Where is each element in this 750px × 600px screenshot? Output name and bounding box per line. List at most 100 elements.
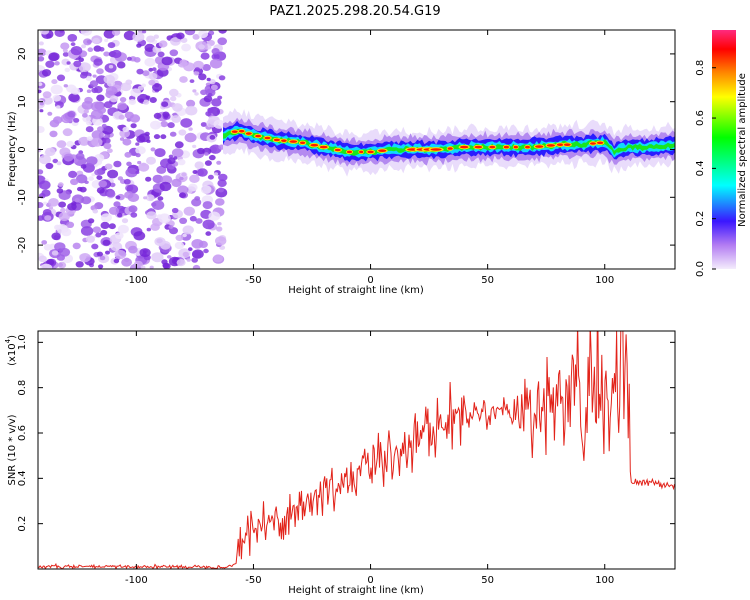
noise-blob <box>152 174 164 184</box>
noise-blob <box>126 161 132 167</box>
noise-blob <box>60 207 66 213</box>
noise-blob <box>130 212 138 218</box>
noise-blob <box>72 242 81 250</box>
noise-blob <box>41 69 52 77</box>
noise-blob <box>124 151 132 158</box>
noise-blob <box>194 196 201 201</box>
snr-multiplier: (x104) <box>4 335 18 366</box>
noise-blob <box>83 109 90 114</box>
noise-blob <box>207 174 214 180</box>
snr-xtick-label: 100 <box>595 575 614 586</box>
noise-blob <box>158 40 168 48</box>
noise-blob <box>43 201 48 205</box>
noise-blob <box>170 37 181 46</box>
noise-blob <box>195 218 203 224</box>
noise-blob <box>217 187 224 193</box>
noise-blob <box>88 176 94 181</box>
noise-blob <box>38 202 44 208</box>
noise-blob <box>56 224 68 234</box>
noise-blob <box>98 264 104 269</box>
noise-blob <box>70 46 83 56</box>
noise-blob <box>86 89 92 93</box>
noise-blob <box>85 75 92 81</box>
noise-blob <box>87 47 94 52</box>
colorbar-tick-label: 0.4 <box>695 160 706 176</box>
noise-blob <box>157 196 164 201</box>
snr-xlabel: Height of straight line (km) <box>288 585 424 596</box>
noise-blob <box>138 162 150 172</box>
noise-blob <box>80 72 88 79</box>
noise-blob <box>82 113 88 118</box>
noise-blob <box>175 234 184 241</box>
noise-blob <box>54 30 65 37</box>
noise-blob <box>200 89 208 96</box>
noise-blob <box>140 265 146 269</box>
noise-blob <box>146 35 156 43</box>
noise-blob <box>142 99 150 105</box>
noise-blob <box>108 206 120 215</box>
noise-blob <box>108 223 116 230</box>
noise-blob <box>41 240 48 245</box>
noise-blob <box>107 169 119 179</box>
noise-blob <box>203 95 213 103</box>
ridge-peak-red <box>346 150 353 154</box>
noise-blob <box>132 32 145 42</box>
snr-xtick-label: -100 <box>125 575 148 586</box>
ridge-peak-red <box>334 148 341 152</box>
noise-blob <box>186 99 196 108</box>
ridge-peak-red <box>264 136 271 140</box>
noise-blob <box>89 80 99 87</box>
noise-blob <box>150 147 156 152</box>
noise-blob <box>122 126 130 133</box>
noise-blob <box>218 173 228 182</box>
ridge-peak-red <box>310 143 319 147</box>
noise-blob <box>85 126 94 133</box>
snr-xtick-label: -50 <box>245 575 261 586</box>
noise-blob <box>153 34 159 39</box>
noise-blob <box>96 251 103 257</box>
noise-blob <box>179 76 188 83</box>
noise-blob <box>174 141 184 149</box>
noise-blob <box>159 181 172 192</box>
noise-blob <box>189 174 200 183</box>
noise-blob <box>75 152 85 160</box>
noise-blob <box>47 111 53 116</box>
snr-ytick-label: 0.4 <box>17 470 28 486</box>
noise-blob <box>121 258 132 267</box>
colorbar-label: Normalized spectral amplitude <box>737 73 748 227</box>
noise-blob <box>114 249 127 260</box>
noise-blob <box>179 217 188 224</box>
noise-blob <box>209 135 216 140</box>
noise-blob <box>148 79 156 86</box>
noise-blob <box>115 232 124 240</box>
noise-blob <box>135 142 140 146</box>
noise-blob <box>38 126 45 133</box>
noise-blob <box>189 79 195 83</box>
noise-blob <box>205 231 212 236</box>
noise-blob <box>119 97 127 103</box>
noise-blob <box>150 223 160 231</box>
ridge-peak-red <box>238 129 245 133</box>
noise-blob <box>60 42 70 50</box>
noise-blob <box>95 232 102 238</box>
noise-blob <box>192 264 201 269</box>
ridge-peak-red <box>503 145 509 149</box>
noise-blob <box>193 60 204 70</box>
noise-blob <box>211 53 220 60</box>
noise-blob <box>158 213 171 224</box>
noise-blob <box>113 160 122 168</box>
noise-blob <box>38 82 43 87</box>
noise-blob <box>78 62 91 72</box>
noise-blob <box>125 167 138 178</box>
noise-blob <box>135 153 141 158</box>
noise-blob <box>198 44 205 50</box>
noise-blob <box>38 215 44 221</box>
ridge-peak-red <box>535 145 544 148</box>
noise-region <box>38 30 228 269</box>
noise-blob <box>51 232 61 241</box>
noise-blob <box>86 136 93 142</box>
ridge-peak-red <box>525 145 530 149</box>
snr-ylabel: SNR (10 * v/v) <box>7 414 18 485</box>
noise-blob <box>96 94 105 102</box>
